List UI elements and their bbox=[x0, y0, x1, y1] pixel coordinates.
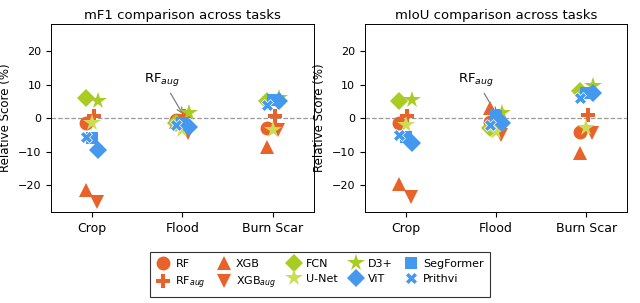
Y-axis label: Relative Score (%): Relative Score (%) bbox=[313, 64, 326, 172]
Title: mIoU comparison across tasks: mIoU comparison across tasks bbox=[395, 9, 597, 22]
Text: RF$_{aug}$: RF$_{aug}$ bbox=[458, 71, 496, 113]
Title: mF1 comparison across tasks: mF1 comparison across tasks bbox=[84, 9, 281, 22]
Legend: RF, RF$_{aug}$, XGB, XGB$_{aug}$, FCN, U-Net, D3+, ViT, SegFormer, Prithvi: RF, RF$_{aug}$, XGB, XGB$_{aug}$, FCN, U… bbox=[150, 252, 490, 298]
Text: RF$_{aug}$: RF$_{aug}$ bbox=[145, 71, 182, 113]
Y-axis label: Relative Score (%): Relative Score (%) bbox=[0, 64, 12, 172]
